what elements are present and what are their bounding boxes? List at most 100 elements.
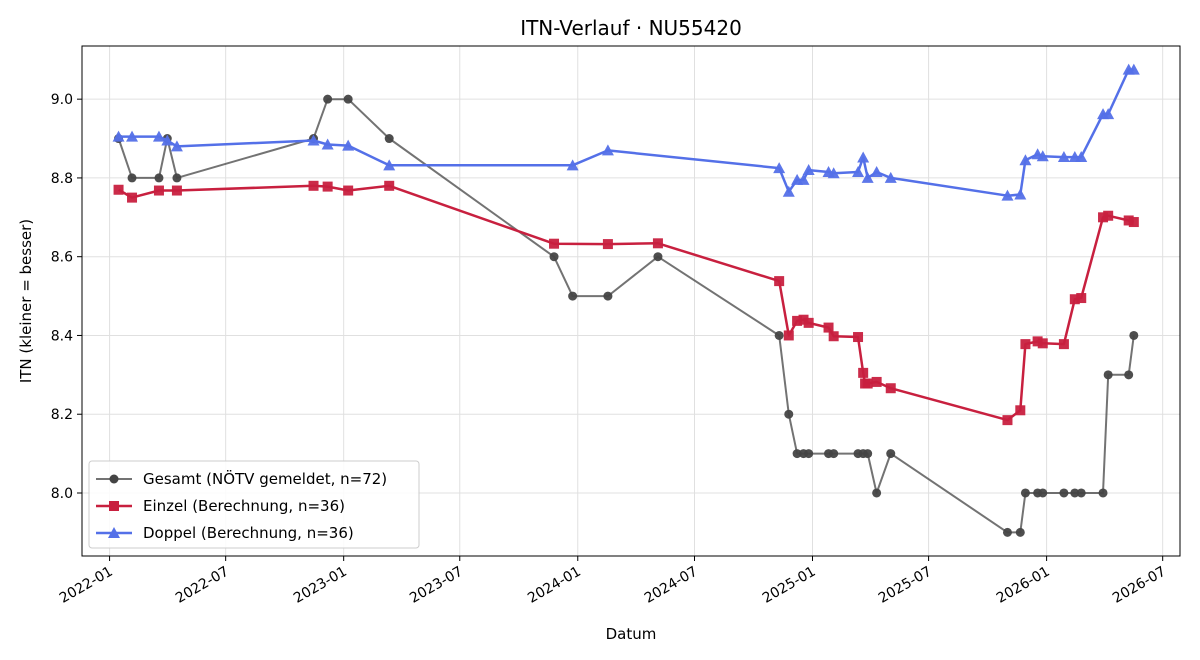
data-point <box>1103 370 1113 380</box>
x-tick-label: 2022-07 <box>173 564 232 607</box>
data-point <box>858 367 869 378</box>
data-point <box>383 159 396 171</box>
x-tick-label: 2024-07 <box>642 564 701 607</box>
data-point <box>885 383 896 394</box>
data-point <box>322 181 333 192</box>
data-point <box>773 162 786 174</box>
y-tick-label: 8.4 <box>51 328 73 344</box>
data-point <box>857 151 870 163</box>
data-point <box>1038 488 1048 498</box>
data-point <box>853 332 864 343</box>
data-point <box>308 180 319 191</box>
legend-label: Doppel (Berechnung, n=36) <box>143 524 354 542</box>
data-point <box>1070 488 1080 498</box>
data-point <box>803 317 814 328</box>
data-point <box>871 376 882 387</box>
data-point <box>154 173 164 183</box>
data-point <box>1059 488 1069 498</box>
data-point <box>870 166 883 178</box>
data-point <box>1129 330 1139 340</box>
data-point <box>161 134 174 146</box>
data-point <box>170 140 183 152</box>
y-tick-label: 9.0 <box>51 92 73 108</box>
data-point <box>784 409 794 419</box>
data-point <box>1098 488 1108 498</box>
series-line <box>117 184 1135 422</box>
x-axis-label: Datum <box>606 625 657 643</box>
series-2 <box>112 63 1140 201</box>
data-point <box>549 252 559 262</box>
data-point <box>1102 108 1115 120</box>
data-point <box>852 166 865 178</box>
x-tick-label: 2026-01 <box>994 564 1053 607</box>
data-point <box>792 315 803 326</box>
data-point <box>601 144 614 156</box>
data-point <box>1015 527 1025 537</box>
x-axis: 2022-01 2022-07 2023-01 2023-07 2024-01 2024-… <box>57 556 1169 607</box>
data-point <box>872 488 882 498</box>
data-point <box>127 192 138 203</box>
y-tick-label: 8.6 <box>51 250 73 266</box>
data-point <box>171 185 182 196</box>
plot-frame <box>81 45 1181 557</box>
legend: Gesamt (NÖTV gemeldet, n=72) Einzel (Bere… <box>88 460 420 549</box>
data-point <box>152 130 165 142</box>
data-point <box>1014 188 1027 200</box>
data-point <box>602 239 613 250</box>
legend-marker <box>109 501 119 511</box>
data-point <box>797 173 810 185</box>
series-0 <box>114 94 1139 537</box>
data-point <box>153 185 164 196</box>
data-point <box>653 252 663 262</box>
data-point <box>802 164 815 176</box>
data-point <box>861 171 874 183</box>
data-point <box>1019 154 1032 166</box>
data-point <box>113 184 124 195</box>
data-point <box>886 449 896 459</box>
data-point <box>568 291 578 301</box>
data-point <box>804 449 814 459</box>
data-point <box>603 291 613 301</box>
data-point <box>384 134 394 144</box>
x-tick-label: 2025-07 <box>876 564 935 607</box>
data-point <box>863 449 873 459</box>
data-point <box>1127 63 1140 75</box>
data-point <box>1036 150 1049 162</box>
data-point <box>829 449 839 459</box>
data-point <box>1123 215 1134 226</box>
data-point <box>566 159 579 171</box>
data-point <box>321 138 334 150</box>
x-tick-label: 2023-07 <box>407 564 466 607</box>
x-tick-label: 2025-01 <box>760 564 819 607</box>
data-point <box>1020 339 1031 350</box>
data-point <box>307 134 320 146</box>
data-point <box>127 173 137 183</box>
data-point <box>827 167 840 179</box>
x-tick-label: 2022-01 <box>57 564 116 607</box>
y-tick-label: 8.0 <box>51 486 73 502</box>
data-point <box>1069 294 1080 305</box>
data-point <box>1124 370 1134 380</box>
series-layer <box>112 63 1140 537</box>
legend-marker <box>109 474 119 484</box>
data-point <box>1057 151 1070 163</box>
data-point <box>384 180 395 191</box>
data-point <box>828 331 839 342</box>
legend-marker <box>108 527 120 538</box>
data-point <box>1002 415 1013 426</box>
series-line <box>118 68 1134 197</box>
data-point <box>1015 405 1026 416</box>
y-axis-label: ITN (kleiner = besser) <box>17 219 35 383</box>
data-point <box>774 330 784 340</box>
data-point <box>1032 336 1043 347</box>
data-point <box>323 94 333 104</box>
data-point <box>1037 338 1048 349</box>
data-point <box>343 185 354 196</box>
data-point <box>884 171 897 183</box>
data-point <box>1001 189 1014 201</box>
data-point <box>342 139 355 151</box>
series-1 <box>113 180 1139 426</box>
legend-label: Einzel (Berechnung, n=36) <box>143 497 345 515</box>
data-point <box>1075 151 1088 163</box>
